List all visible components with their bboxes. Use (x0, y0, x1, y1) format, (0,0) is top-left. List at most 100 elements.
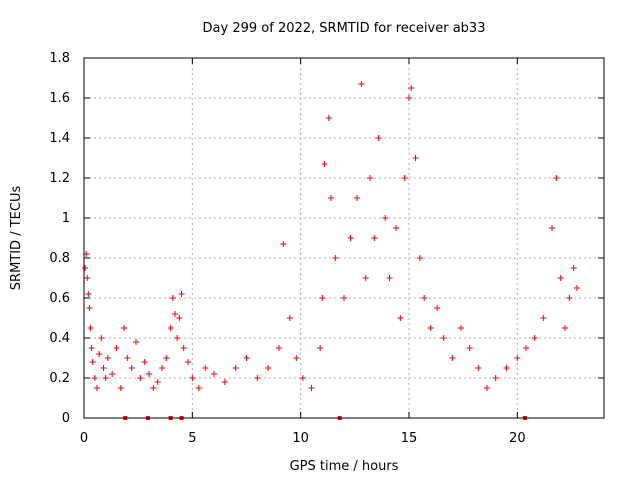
data-point (96, 351, 103, 357)
data-point (286, 315, 293, 321)
data-point (167, 325, 174, 331)
data-point (321, 161, 328, 167)
data-point (85, 291, 92, 297)
data-point (293, 355, 300, 361)
data-point (221, 379, 228, 385)
y-tick-label: 0.8 (49, 251, 70, 266)
data-point (549, 225, 555, 231)
data-point (195, 385, 202, 391)
data-point (449, 355, 456, 361)
data-point (88, 345, 95, 351)
data-point (154, 379, 161, 385)
data-point (371, 235, 378, 241)
data-point (113, 345, 120, 351)
data-point (137, 375, 144, 381)
data-point (347, 235, 354, 241)
data-point (91, 375, 98, 381)
data-point (146, 371, 152, 377)
data-point (434, 305, 441, 311)
data-point (159, 365, 165, 371)
data-point (412, 155, 419, 161)
data-point (514, 355, 521, 361)
ticks: 0 0.2 0.4 0.6 0.8 1 1.2 1.4 1.6 1.8 0 5 10 15 20 (49, 51, 604, 446)
data-point (104, 355, 111, 361)
y-tick-label: 1.8 (49, 51, 70, 66)
data-point (492, 375, 499, 381)
data-point (174, 335, 181, 341)
data-point (150, 385, 157, 391)
data-point (332, 255, 339, 261)
data-point (382, 215, 389, 221)
plot-frame (83, 57, 605, 419)
data-point (254, 375, 261, 381)
data-point (319, 295, 326, 301)
data-point (276, 345, 282, 351)
data-point (341, 295, 347, 301)
data-point (265, 365, 272, 371)
data-point (421, 295, 428, 301)
data-point (202, 365, 209, 371)
x-tick-label: 0 (80, 431, 88, 446)
data-point (484, 385, 490, 391)
data-point (386, 275, 393, 281)
data-point (408, 85, 415, 91)
data-point (573, 285, 580, 291)
data-point (124, 355, 131, 361)
data-point (141, 359, 148, 365)
x-tick-label: 5 (188, 431, 196, 446)
data-point (163, 355, 170, 361)
y-tick-label: 1.6 (49, 91, 70, 106)
grid (84, 58, 604, 418)
data-point (280, 241, 287, 247)
y-tick-label: 0 (62, 411, 70, 426)
data-point (243, 355, 250, 361)
data-point (540, 315, 547, 321)
data-point (566, 295, 573, 301)
y-tick-label: 0.2 (49, 371, 70, 386)
data-point (211, 371, 217, 377)
data-point (553, 175, 560, 181)
data-point (523, 345, 529, 351)
data-point (185, 359, 191, 365)
data-point (89, 359, 96, 365)
data-point (401, 175, 408, 181)
data-point (82, 265, 89, 271)
data-point (466, 345, 473, 351)
y-axis-title: SRMTID / TECUs (9, 186, 24, 291)
data-point (531, 335, 538, 341)
data-point (176, 315, 183, 321)
data-point (375, 135, 382, 141)
data-point (169, 295, 176, 301)
data-points (82, 81, 580, 420)
data-point (393, 225, 399, 231)
data-point (87, 325, 94, 331)
data-point (328, 195, 334, 201)
data-point (180, 345, 187, 351)
data-point (109, 371, 116, 377)
data-point (84, 275, 91, 281)
data-point (94, 385, 100, 391)
data-point (562, 325, 568, 331)
y-tick-label: 1.4 (49, 131, 70, 146)
data-point (416, 255, 423, 261)
data-point (117, 385, 124, 391)
data-point (362, 275, 369, 281)
data-point (317, 345, 324, 351)
data-point (406, 95, 412, 101)
data-point (325, 115, 332, 121)
x-tick-label: 15 (401, 431, 418, 446)
data-point (299, 375, 306, 381)
data-point (503, 365, 510, 371)
data-point (458, 325, 464, 331)
data-point (367, 175, 373, 181)
data-point (100, 365, 107, 371)
data-point (354, 195, 360, 201)
x-tick-label: 20 (509, 431, 526, 446)
data-point (358, 81, 365, 87)
data-point (86, 305, 93, 311)
data-point (475, 365, 482, 371)
data-point (128, 365, 135, 371)
data-point (557, 275, 564, 281)
y-tick-label: 0.4 (49, 331, 70, 346)
data-point (178, 291, 185, 297)
